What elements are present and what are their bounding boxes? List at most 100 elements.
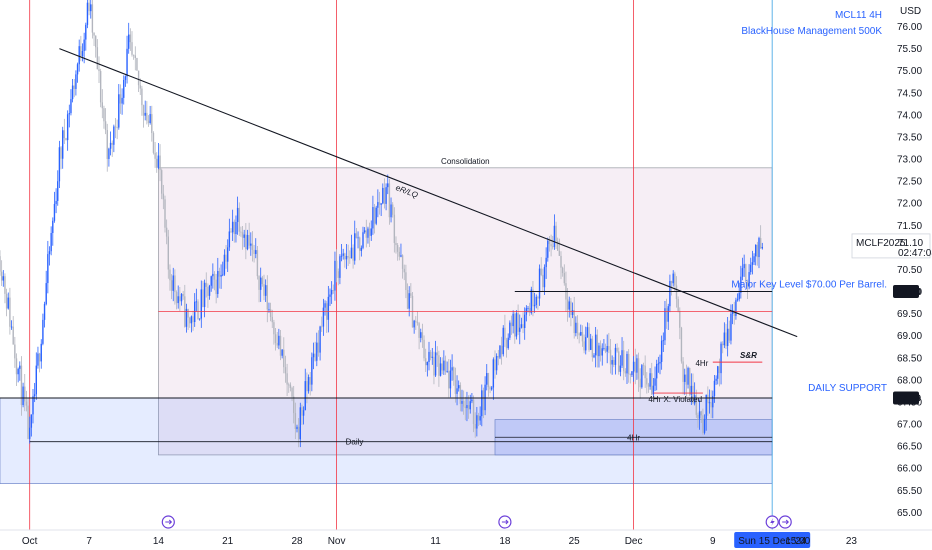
candle-body	[177, 296, 179, 304]
candle-body	[202, 289, 204, 308]
candle-body	[509, 322, 511, 338]
lightning-icon[interactable]	[765, 515, 779, 529]
candle-body	[65, 138, 67, 141]
candle-body	[454, 380, 457, 394]
candle-body	[410, 293, 412, 296]
candle-body	[443, 360, 445, 371]
candle-body	[687, 368, 689, 385]
candle-body	[755, 244, 757, 257]
candle-body	[106, 130, 108, 159]
candle-body	[83, 39, 85, 52]
candle-body	[235, 221, 237, 235]
candle-body	[321, 326, 323, 328]
candle-body	[251, 243, 254, 250]
candle-body	[393, 214, 396, 243]
candle-body	[619, 365, 622, 372]
price-tick: 69.00	[897, 331, 922, 342]
candle-body	[416, 322, 419, 324]
candle-body	[530, 289, 532, 313]
candle-body	[604, 348, 607, 352]
candle-body	[258, 276, 260, 290]
candle-body	[195, 301, 198, 303]
candle-body	[151, 114, 153, 134]
candle-body	[524, 314, 526, 328]
candle-body	[520, 324, 523, 328]
candle-body	[388, 183, 391, 218]
candle-body	[639, 378, 641, 388]
candle-body	[66, 114, 69, 141]
candle-body	[345, 256, 348, 260]
daily-support-label: DAILY SUPPORT	[808, 383, 887, 394]
candle-body	[548, 240, 551, 245]
candle-body	[458, 385, 460, 389]
candle-body	[642, 365, 645, 367]
time-axis[interactable]	[0, 530, 891, 550]
candle-body	[487, 373, 490, 388]
candle-body	[566, 299, 569, 310]
candle-body	[459, 385, 462, 404]
candle-body	[390, 204, 392, 218]
arrow-circle-icon[interactable]	[161, 515, 175, 529]
candle-body	[738, 292, 740, 300]
candle-body	[363, 230, 366, 233]
candle-body	[672, 273, 674, 284]
candle-body	[591, 338, 594, 358]
symbol-price-tag: MCLF2025 71.10 02:47:08	[851, 233, 932, 259]
candle-body	[192, 316, 194, 323]
candle-body	[116, 127, 118, 128]
price-tick: 66.50	[897, 442, 922, 453]
candle-body	[20, 365, 23, 406]
candle-body	[613, 360, 615, 365]
candle-body	[717, 366, 719, 379]
candle-body	[725, 332, 727, 347]
candle-body	[740, 276, 742, 293]
price-tick: 65.50	[897, 486, 922, 497]
candle-body	[167, 236, 169, 270]
candle-body	[220, 274, 222, 277]
candle-body	[307, 377, 310, 392]
candle-body	[335, 260, 338, 272]
candle-body	[99, 71, 102, 103]
candle-body	[91, 4, 94, 33]
candle-body	[276, 342, 278, 346]
candle-body	[505, 339, 508, 349]
candle-body	[611, 360, 613, 365]
candle-body	[306, 381, 308, 392]
candle-body	[42, 319, 44, 344]
candle-body	[431, 356, 433, 358]
price-axis[interactable]	[891, 0, 932, 550]
price-tick: 68.00	[897, 375, 922, 386]
candle-body	[273, 322, 275, 335]
candle-body	[585, 337, 587, 351]
candle-body	[429, 351, 432, 358]
candle-body	[114, 126, 117, 128]
candle-body	[179, 296, 181, 302]
candle-body	[405, 272, 407, 291]
candle-body	[741, 268, 744, 277]
candle-body	[296, 426, 298, 429]
candle-body	[293, 396, 295, 414]
candle-body	[340, 255, 343, 257]
candle-body	[32, 396, 34, 415]
arrow-circle-icon[interactable]	[778, 515, 792, 529]
candle-body	[623, 350, 625, 372]
candle-body	[634, 361, 636, 373]
candle-body	[420, 332, 422, 338]
candle-body	[550, 244, 552, 247]
arrow-circle-icon[interactable]	[498, 515, 512, 529]
candle-body	[29, 427, 31, 439]
candle-body	[692, 385, 694, 404]
candle-body	[652, 385, 655, 395]
candle-body	[88, 2, 90, 12]
candle-body	[466, 405, 468, 409]
candle-body	[256, 250, 259, 277]
candle-body	[241, 232, 244, 238]
candle-body	[527, 308, 529, 309]
candle-body	[383, 187, 386, 204]
consolidation-label: Consolidation	[441, 157, 489, 166]
currency-label[interactable]: USD	[900, 6, 921, 17]
candle-body	[514, 313, 516, 337]
candle-body	[367, 228, 369, 238]
four-hr-small-label: 4Hr	[695, 359, 708, 368]
